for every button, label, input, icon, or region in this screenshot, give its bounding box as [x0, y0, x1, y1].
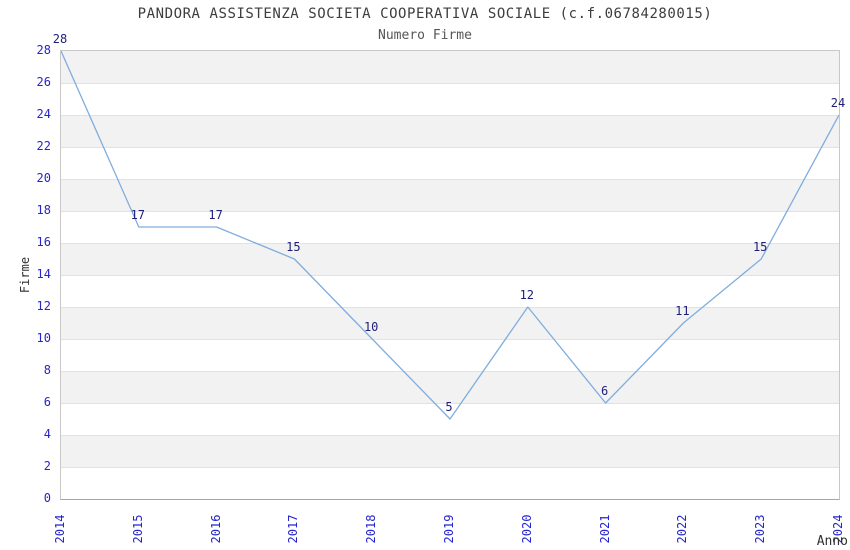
- data-point-label: 10: [363, 320, 379, 334]
- plot-band: [61, 371, 839, 403]
- series-line: [61, 51, 839, 420]
- plot-band: [61, 435, 839, 467]
- y-tick-label: 14: [36, 267, 51, 281]
- plot-band: [61, 307, 839, 339]
- gridline: [61, 307, 839, 308]
- y-tick-label: 6: [43, 395, 51, 409]
- data-point-label: 24: [830, 96, 846, 110]
- y-tick-label: 20: [36, 171, 51, 185]
- data-point-label: 12: [519, 288, 535, 302]
- y-tick-label: 2: [43, 459, 51, 473]
- data-point-label: 28: [52, 32, 68, 46]
- x-tick-label: 2018: [364, 514, 379, 544]
- data-point-label: 11: [675, 304, 690, 318]
- x-tick-label: 2020: [519, 514, 534, 544]
- data-point-label: 15: [752, 240, 768, 254]
- y-tick-label: 4: [43, 427, 51, 441]
- x-tick-label: 2014: [53, 514, 67, 544]
- x-axis-label: Anno: [816, 534, 848, 549]
- y-tick-label: 22: [36, 139, 51, 153]
- gridline: [61, 435, 839, 436]
- gridline: [61, 339, 839, 340]
- data-point-label: 17: [208, 208, 223, 222]
- y-tick-label: 12: [36, 299, 51, 313]
- x-tick-label: 2021: [597, 514, 612, 544]
- y-tick-label: 8: [43, 363, 51, 377]
- data-point-label: 6: [600, 384, 609, 398]
- x-tick-label: 2022: [675, 514, 690, 544]
- gridline: [61, 243, 839, 244]
- y-tick-label: 28: [36, 43, 51, 57]
- gridline: [61, 275, 839, 276]
- plot-band: [61, 243, 839, 275]
- x-tick-label: 2017: [286, 514, 301, 544]
- gridline: [61, 83, 839, 84]
- y-tick-label: 18: [36, 203, 51, 217]
- plot-band: [61, 115, 839, 147]
- chart-title: PANDORA ASSISTENZA SOCIETA COOPERATIVA S…: [137, 6, 713, 22]
- x-tick-label: 2016: [208, 514, 223, 544]
- x-tick-label: 2019: [442, 514, 456, 544]
- x-tick-label: 2015: [130, 514, 145, 544]
- gridline: [61, 147, 839, 148]
- plot-area: [60, 50, 840, 500]
- y-tick-label: 0: [43, 491, 51, 505]
- y-tick-label: 16: [36, 235, 51, 249]
- gridline: [61, 467, 839, 468]
- x-tick-label: 2023: [753, 514, 768, 544]
- data-point-label: 15: [286, 240, 301, 254]
- gridline: [61, 371, 839, 372]
- data-point-label: 5: [445, 400, 453, 414]
- plot-band: [61, 51, 839, 83]
- gridline: [61, 179, 839, 180]
- y-tick-label: 10: [36, 331, 51, 345]
- gridline: [61, 115, 839, 116]
- chart-subtitle: Numero Firme: [378, 28, 472, 43]
- plot-band: [61, 179, 839, 211]
- gridline: [61, 211, 839, 212]
- y-tick-label: 26: [36, 75, 51, 89]
- y-tick-label: 24: [36, 107, 51, 121]
- gridline: [61, 403, 839, 404]
- data-point-label: 17: [130, 208, 146, 222]
